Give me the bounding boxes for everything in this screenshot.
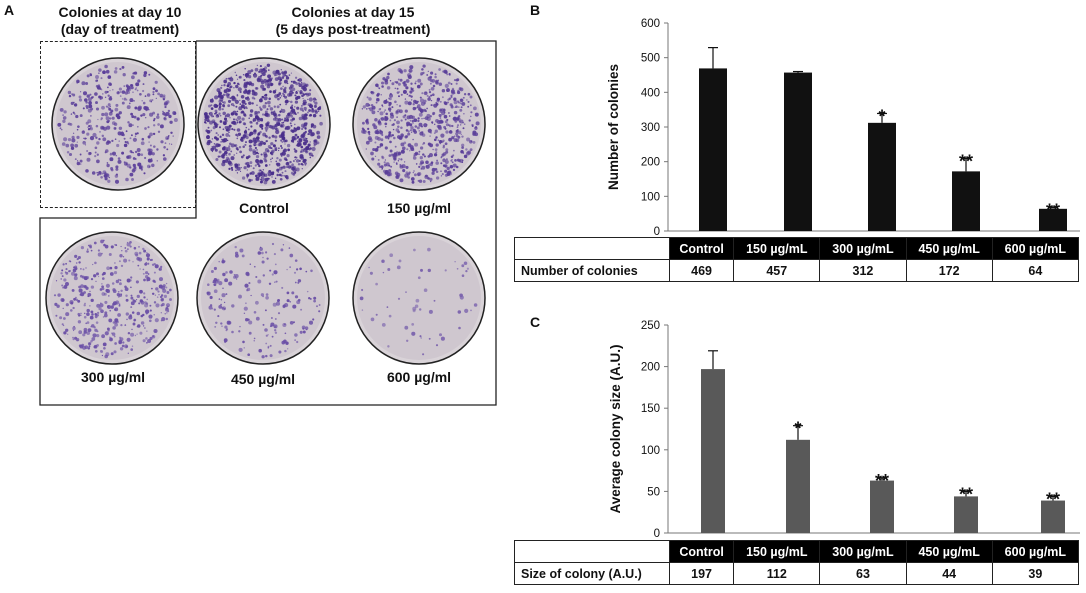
bar-3	[952, 171, 980, 231]
table-b-header-0: Control	[668, 237, 735, 260]
panel-letter-b: B	[530, 2, 541, 18]
table-b-cell-0: 469	[668, 259, 735, 282]
bar-0	[701, 369, 725, 533]
table-c-cell-3: 44	[905, 562, 993, 585]
petri-dish-5	[352, 231, 486, 365]
table-b-corner	[514, 237, 670, 260]
petri-dish-2	[352, 57, 486, 191]
bar-3	[954, 496, 978, 533]
plate-label-600: 600 µg/ml	[386, 369, 452, 385]
table-c-cell-1: 112	[733, 562, 821, 585]
day15-heading-line2: (5 days post-treatment)	[275, 21, 431, 37]
table-c-header-0: Control	[668, 540, 735, 563]
y-tick-label: 600	[641, 18, 660, 30]
table-b-cell-2: 312	[819, 259, 907, 282]
plates-canvas	[45, 57, 486, 365]
y-tick-label: 200	[641, 157, 660, 169]
day10-heading-line1: Colonies at day 10	[58, 4, 182, 20]
table-c-cell-2: 63	[819, 562, 907, 585]
table-c-cell-4: 39	[991, 562, 1080, 585]
significance-marker-4: **	[1046, 489, 1060, 509]
table-b-row-label: Number of colonies	[514, 259, 670, 282]
significance-marker-2: **	[875, 471, 889, 491]
chart-c: 0 50 100 150 200 250 Average colony size (A.U.…	[608, 320, 1080, 540]
table-c-header-1: 150 µg/mL	[733, 540, 821, 563]
table-c-header-2: 300 µg/mL	[819, 540, 907, 563]
plate-label-300: 300 µg/ml	[80, 369, 146, 385]
y-tick-label: 50	[647, 486, 660, 498]
significance-marker-4: **	[1046, 200, 1060, 220]
y-tick-label: 250	[641, 320, 660, 332]
significance-marker-2: *	[878, 106, 885, 126]
y-tick-label: 500	[641, 53, 660, 65]
petri-dish-4	[196, 231, 330, 365]
y-tick-label: 150	[641, 403, 660, 415]
petri-dish-3	[45, 231, 179, 365]
y-tick-label: 300	[641, 122, 660, 134]
table-c-row-label: Size of colony (A.U.)	[514, 562, 670, 585]
table-b-header-1: 150 µg/mL	[733, 237, 821, 260]
table-c-header-4: 600 µg/mL	[991, 540, 1080, 563]
panel-letter-a: A	[4, 2, 15, 18]
y-tick-label: 0	[654, 528, 660, 540]
y-axis-label: Average colony size (A.U.)	[608, 344, 623, 513]
plate-label-control: Control	[239, 200, 289, 216]
bar-2	[868, 122, 896, 231]
plate-label-150: 150 µg/ml	[386, 200, 452, 216]
bar-4	[1041, 500, 1065, 533]
panel-letter-c: C	[530, 314, 541, 330]
significance-marker-1: *	[794, 419, 801, 439]
table-c-cell-0: 197	[668, 562, 735, 585]
bar-0	[699, 68, 727, 231]
table-c: Control 150 µg/mL 300 µg/mL 450 µg/mL 60…	[514, 540, 1080, 585]
day10-heading: Colonies at day 10 (day of treatment)	[40, 4, 200, 38]
significance-marker-3: **	[959, 484, 973, 504]
plate-label-450: 450 µg/ml	[230, 371, 296, 387]
y-tick-label: 200	[641, 362, 660, 374]
table-b-cell-1: 457	[733, 259, 821, 282]
day15-heading-line1: Colonies at day 15	[291, 4, 415, 20]
table-b-cell-4: 64	[991, 259, 1080, 282]
table-b-cell-3: 172	[905, 259, 993, 282]
table-c-corner	[514, 540, 670, 563]
day15-frame	[39, 40, 497, 406]
table-c-header-3: 450 µg/mL	[905, 540, 993, 563]
bar-2	[870, 480, 894, 533]
table-b-header-4: 600 µg/mL	[991, 237, 1080, 260]
y-tick-label: 0	[654, 226, 660, 238]
bar-1	[784, 72, 812, 231]
day10-heading-line2: (day of treatment)	[60, 21, 180, 37]
petri-dish-0	[51, 57, 185, 191]
y-tick-label: 100	[641, 191, 660, 203]
table-b-header-3: 450 µg/mL	[905, 237, 993, 260]
y-axis-label: Number of colonies	[606, 64, 621, 190]
petri-dish-1	[197, 57, 331, 191]
table-b-header-2: 300 µg/mL	[819, 237, 907, 260]
significance-marker-3: **	[959, 152, 973, 172]
day15-heading: Colonies at day 15 (5 days post-treatmen…	[238, 4, 468, 38]
table-b: Control 150 µg/mL 300 µg/mL 450 µg/mL 60…	[514, 237, 1080, 282]
y-tick-label: 400	[641, 87, 660, 99]
bar-1	[786, 439, 810, 533]
bar-4	[1039, 208, 1067, 231]
y-tick-label: 100	[641, 445, 660, 457]
